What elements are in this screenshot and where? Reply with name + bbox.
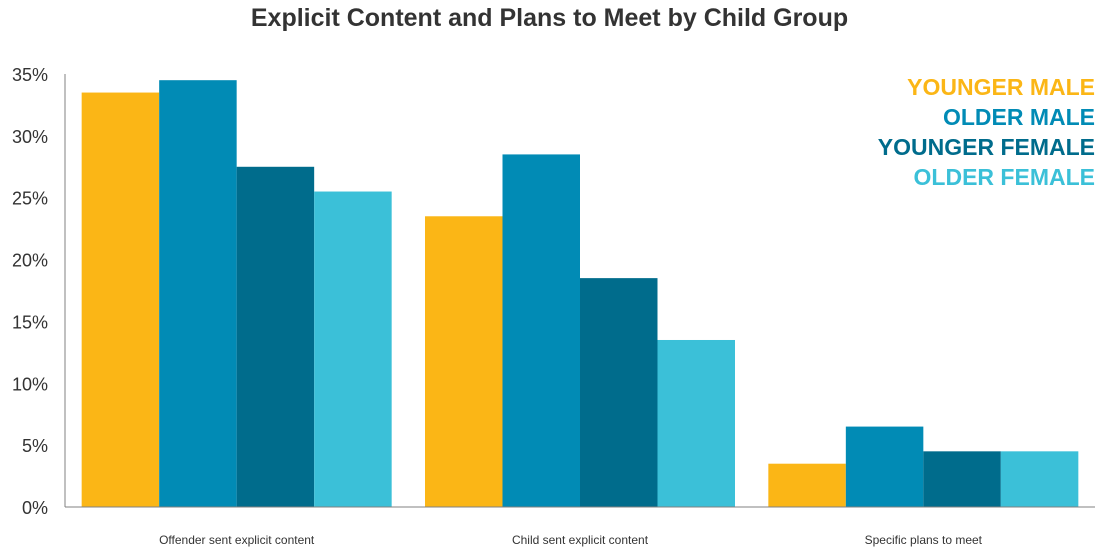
y-tick-label: 20%: [12, 251, 48, 271]
legend-item: YOUNGER MALE: [907, 74, 1095, 100]
y-tick-label: 25%: [12, 189, 48, 209]
y-tick-label: 30%: [12, 127, 48, 147]
bar-younger-female: [236, 166, 315, 508]
chart-title: Explicit Content and Plans to Meet by Ch…: [250, 4, 849, 32]
x-tick-label: Offender sent explicit content: [159, 533, 315, 547]
bar-older-female: [657, 339, 735, 507]
bar-younger-male: [425, 216, 503, 507]
x-tick-label: Child sent explicit content: [512, 533, 649, 547]
bar-older-female: [1000, 451, 1079, 507]
bars: [81, 80, 1079, 508]
y-tick-label: 15%: [12, 312, 48, 332]
legend-item: YOUNGER FEMALE: [877, 134, 1095, 160]
legend-item: OLDER MALE: [942, 104, 1095, 130]
bar-older-male: [502, 154, 580, 507]
bar-younger-male: [768, 463, 846, 507]
y-tick-label: 5%: [22, 436, 48, 456]
x-tick-label: Specific plans to meet: [865, 533, 983, 547]
bar-younger-male: [81, 92, 160, 508]
legend: YOUNGER MALE OLDER MALE YOUNGER FEMALE OLDE…: [878, 72, 1095, 192]
bar-younger-female: [923, 451, 1001, 507]
bar-older-male: [159, 80, 237, 507]
x-axis-labels: Offender sent explicit content Child sent…: [159, 533, 983, 547]
y-tick-label: 10%: [12, 374, 48, 394]
bar-older-male: [845, 426, 924, 507]
bar-younger-female: [580, 278, 658, 507]
bar-older-female: [314, 191, 392, 507]
legend-item: OLDER FEMALE: [913, 164, 1095, 190]
y-axis-labels: 0% 5% 10% 15% 20% 25% 30% 35%: [12, 65, 48, 518]
y-tick-label: 35%: [12, 65, 48, 85]
y-tick-label: 0%: [22, 498, 48, 518]
